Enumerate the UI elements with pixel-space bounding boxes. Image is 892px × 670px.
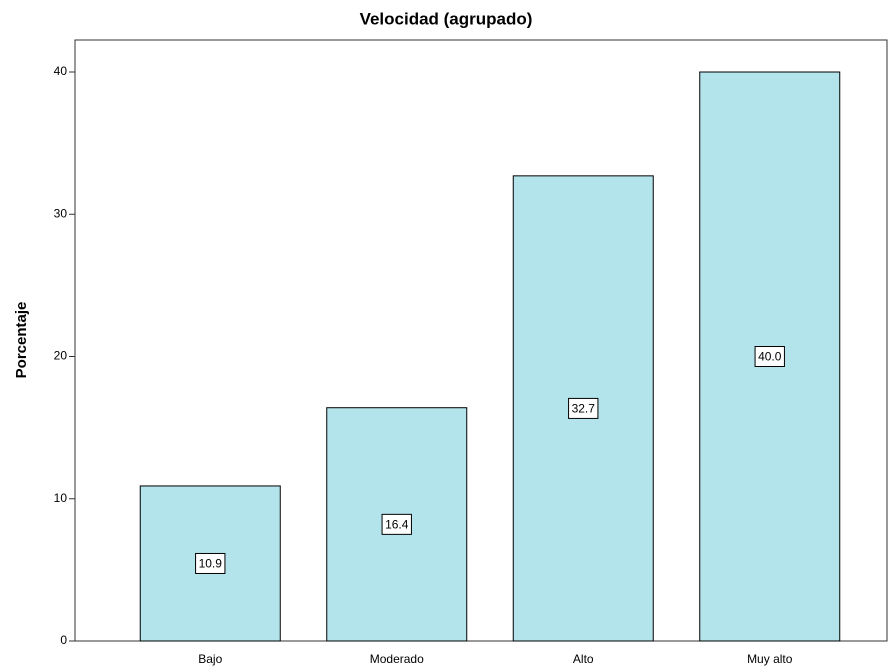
x-tick-label: Alto xyxy=(573,652,594,666)
y-tick-label: 20 xyxy=(54,349,68,363)
chart-title: Velocidad (agrupado) xyxy=(360,9,533,28)
value-label: 10.9 xyxy=(199,557,223,571)
x-tick-label: Moderado xyxy=(370,652,424,666)
value-label-box xyxy=(568,397,599,419)
y-tick-label: 0 xyxy=(60,633,67,647)
y-tick-label: 40 xyxy=(54,64,68,78)
y-tick-label: 10 xyxy=(54,491,68,505)
y-axis-title: Porcentaje xyxy=(13,302,30,379)
x-tick-label: Muy alto xyxy=(747,652,793,666)
plot-frame xyxy=(74,39,888,642)
y-tick-label: 30 xyxy=(54,206,68,220)
value-label-box xyxy=(381,513,412,535)
x-tick-label: Bajo xyxy=(198,652,222,666)
value-label: 40.0 xyxy=(758,350,782,364)
value-label: 32.7 xyxy=(572,402,596,416)
value-label-box xyxy=(195,552,226,574)
value-label-box xyxy=(754,346,785,368)
value-label: 16.4 xyxy=(385,518,409,532)
